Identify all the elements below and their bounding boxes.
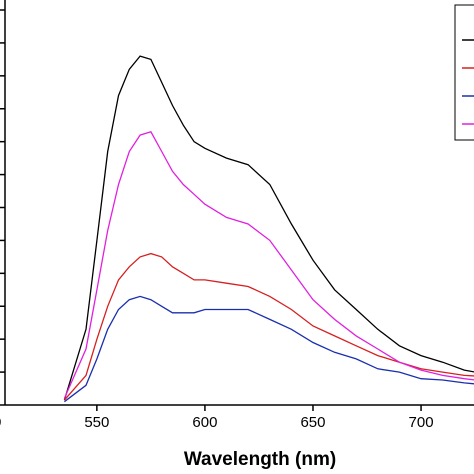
legend-box	[454, 4, 474, 141]
x-tick-label: 500	[0, 414, 1, 431]
x-tick-label: 650	[300, 414, 325, 431]
series-line	[63, 252, 474, 401]
x-tick-label: 700	[409, 414, 434, 431]
x-tick-label: 550	[84, 414, 109, 431]
series-line	[64, 295, 474, 403]
x-axis-label: Wavelength (nm)	[184, 449, 336, 470]
series-line	[63, 55, 474, 401]
series-line	[63, 131, 474, 399]
x-tick-label: 600	[192, 414, 217, 431]
